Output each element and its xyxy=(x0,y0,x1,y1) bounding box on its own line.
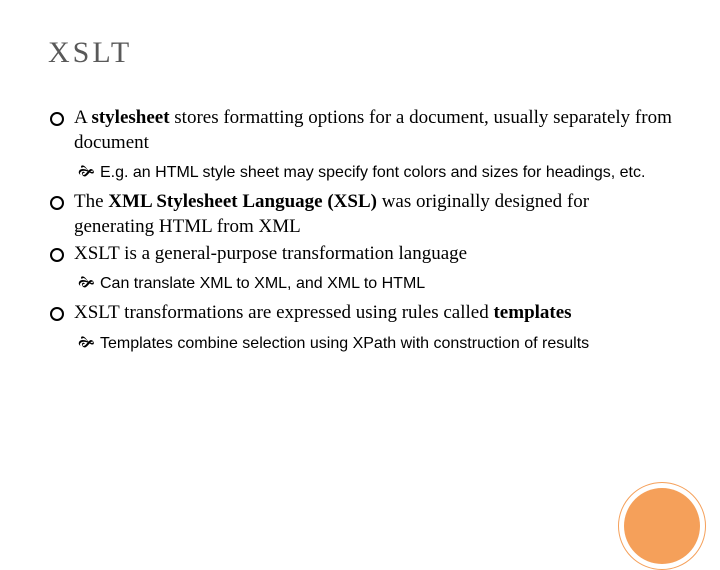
sub-list: E.g. an HTML style sheet may specify fon… xyxy=(74,163,672,184)
sub-list: Can translate XML to XML, and XML to HTM… xyxy=(74,274,672,295)
bullet-text: The xyxy=(74,191,108,212)
bullet-bold: stylesheet xyxy=(91,107,169,128)
bullet-text: XSLT is a general-purpose transformation… xyxy=(74,243,467,264)
bullet-item: A stylesheet stores formatting options f… xyxy=(48,106,672,184)
bullet-item: XSLT transformations are expressed using… xyxy=(48,301,672,354)
bullet-bold: templates xyxy=(493,302,571,323)
sub-item: Templates combine selection using XPath … xyxy=(78,334,672,355)
slide-title: XSLT xyxy=(48,36,672,70)
sub-list: Templates combine selection using XPath … xyxy=(74,334,672,355)
bullet-text: A xyxy=(74,107,91,128)
bullet-bold: XML Stylesheet Language (XSL) xyxy=(108,191,377,212)
decorative-circle-fill xyxy=(624,488,700,564)
bullet-list: A stylesheet stores formatting options f… xyxy=(48,106,672,355)
bullet-item: XSLT is a general-purpose transformation… xyxy=(48,242,672,295)
sub-item: Can translate XML to XML, and XML to HTM… xyxy=(78,274,672,295)
bullet-text: XSLT transformations are expressed using… xyxy=(74,302,493,323)
sub-item: E.g. an HTML style sheet may specify fon… xyxy=(78,163,672,184)
slide-container: XSLT A stylesheet stores formatting opti… xyxy=(0,0,720,540)
bullet-item: The XML Stylesheet Language (XSL) was or… xyxy=(48,190,672,239)
